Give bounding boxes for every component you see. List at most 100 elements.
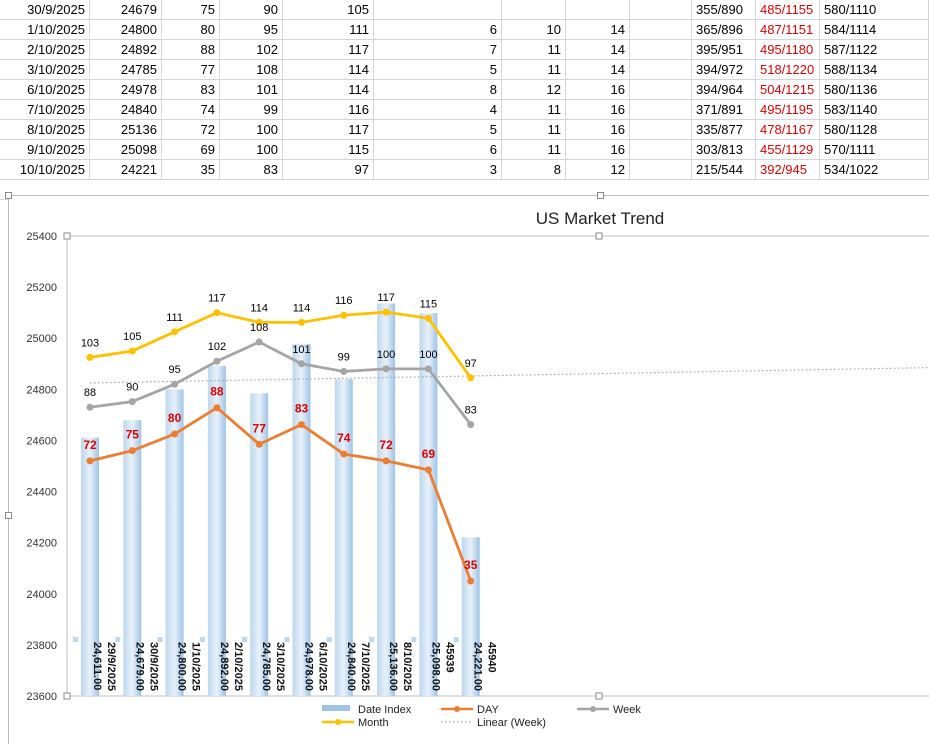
sheet-cell-date[interactable]: 30/9/2025 [0, 0, 90, 20]
sheet-cell-c9[interactable]: 303/813 [692, 140, 756, 160]
sheet-cell-empty[interactable] [630, 100, 692, 120]
sheet-cell-week[interactable]: 83 [220, 160, 283, 180]
sheet-cell-empty[interactable] [630, 140, 692, 160]
sheet-cell-c11[interactable]: 588/1134 [820, 60, 929, 80]
sheet-cell-c6[interactable]: 8 [374, 80, 502, 100]
sheet-cell-month[interactable]: 114 [283, 60, 374, 80]
sheet-cell-c7[interactable]: 8 [502, 160, 566, 180]
resize-handle-top-middle[interactable] [597, 192, 604, 199]
sheet-cell-date[interactable]: 1/10/2025 [0, 20, 90, 40]
sheet-cell-date[interactable]: 3/10/2025 [0, 60, 90, 80]
sheet-cell-month[interactable]: 117 [283, 40, 374, 60]
sheet-cell-c11[interactable]: 580/1128 [820, 120, 929, 140]
sheet-cell-c7[interactable] [502, 0, 566, 20]
sheet-cell-day[interactable]: 69 [162, 140, 220, 160]
sheet-cell-c6[interactable]: 5 [374, 120, 502, 140]
sheet-cell-index[interactable]: 24785 [90, 60, 162, 80]
sheet-cell-date[interactable]: 2/10/2025 [0, 40, 90, 60]
sheet-cell-index[interactable]: 24978 [90, 80, 162, 100]
sheet-cell-c11[interactable]: 583/1140 [820, 100, 929, 120]
sheet-cell-c8[interactable]: 14 [566, 60, 630, 80]
sheet-cell-day[interactable]: 88 [162, 40, 220, 60]
sheet-cell-index[interactable]: 25136 [90, 120, 162, 140]
sheet-cell-c7[interactable]: 11 [502, 140, 566, 160]
sheet-row[interactable]: 2/10/2025 24892 88 102 117 7 11 14 395/951 495/11… [0, 40, 929, 60]
sheet-cell-week[interactable]: 90 [220, 0, 283, 20]
sheet-cell-c8[interactable]: 16 [566, 120, 630, 140]
sheet-cell-c11[interactable]: 570/1111 [820, 140, 929, 160]
sheet-cell-c7[interactable]: 11 [502, 120, 566, 140]
sheet-cell-empty[interactable] [630, 80, 692, 100]
sheet-cell-week[interactable]: 108 [220, 60, 283, 80]
sheet-cell-empty[interactable] [630, 0, 692, 20]
sheet-cell-week[interactable]: 102 [220, 40, 283, 60]
sheet-cell-c6[interactable]: 6 [374, 140, 502, 160]
sheet-cell-index[interactable]: 24679 [90, 0, 162, 20]
sheet-cell-c11[interactable]: 534/1022 [820, 160, 929, 180]
sheet-cell-c9[interactable]: 365/896 [692, 20, 756, 40]
sheet-cell-day[interactable]: 77 [162, 60, 220, 80]
sheet-cell-c10[interactable]: 478/1167 [756, 120, 820, 140]
sheet-cell-c6[interactable]: 5 [374, 60, 502, 80]
sheet-cell-c10[interactable]: 455/1129 [756, 140, 820, 160]
sheet-cell-day[interactable]: 75 [162, 0, 220, 20]
sheet-cell-c7[interactable]: 11 [502, 40, 566, 60]
sheet-cell-c8[interactable]: 14 [566, 20, 630, 40]
sheet-cell-c11[interactable]: 580/1110 [820, 0, 929, 20]
sheet-cell-c8[interactable]: 16 [566, 140, 630, 160]
sheet-row[interactable]: 3/10/2025 24785 77 108 114 5 11 14 394/972 518/12… [0, 60, 929, 80]
sheet-row[interactable]: 7/10/2025 24840 74 99 116 4 11 16 371/891 495/119… [0, 100, 929, 120]
sheet-cell-c10[interactable]: 392/945 [756, 160, 820, 180]
sheet-cell-c10[interactable]: 495/1195 [756, 100, 820, 120]
sheet-cell-c10[interactable]: 504/1215 [756, 80, 820, 100]
sheet-cell-date[interactable]: 8/10/2025 [0, 120, 90, 140]
sheet-cell-index[interactable]: 24221 [90, 160, 162, 180]
chart-object[interactable]: 23600 23800 24000 24200 24400 24600 24800 25000… [5, 192, 929, 744]
sheet-row[interactable]: 10/10/2025 24221 35 83 97 3 8 12 215/544 392/945 5… [0, 160, 929, 180]
sheet-cell-c8[interactable]: 12 [566, 160, 630, 180]
sheet-cell-c8[interactable]: 14 [566, 40, 630, 60]
sheet-cell-week[interactable]: 101 [220, 80, 283, 100]
sheet-cell-date[interactable]: 6/10/2025 [0, 80, 90, 100]
sheet-cell-c10[interactable]: 487/1151 [756, 20, 820, 40]
sheet-cell-month[interactable]: 117 [283, 120, 374, 140]
sheet-cell-c9[interactable]: 215/544 [692, 160, 756, 180]
resize-handle-left-middle[interactable] [5, 512, 12, 519]
sheet-cell-c10[interactable]: 485/1155 [756, 0, 820, 20]
chart-legend[interactable]: Date Index DAY Week Month Linear (Week) [322, 704, 641, 729]
sheet-cell-c7[interactable]: 11 [502, 60, 566, 80]
sheet-cell-index[interactable]: 24800 [90, 20, 162, 40]
sheet-cell-c10[interactable]: 518/1220 [756, 60, 820, 80]
sheet-cell-date[interactable]: 10/10/2025 [0, 160, 90, 180]
sheet-cell-c8[interactable]: 16 [566, 80, 630, 100]
sheet-cell-c9[interactable]: 394/972 [692, 60, 756, 80]
sheet-row[interactable]: 8/10/2025 25136 72 100 117 5 11 16 335/877 478/11… [0, 120, 929, 140]
sheet-cell-day[interactable]: 74 [162, 100, 220, 120]
sheet-cell-c6[interactable]: 3 [374, 160, 502, 180]
sheet-cell-month[interactable]: 114 [283, 80, 374, 100]
sheet-cell-date[interactable]: 7/10/2025 [0, 100, 90, 120]
sheet-cell-c8[interactable] [566, 0, 630, 20]
sheet-row[interactable]: 1/10/2025 24800 80 95 111 6 10 14 365/896 487/115… [0, 20, 929, 40]
sheet-cell-date[interactable]: 9/10/2025 [0, 140, 90, 160]
sheet-cell-c10[interactable]: 495/1180 [756, 40, 820, 60]
sheet-row[interactable]: 30/9/2025 24679 75 90 105 355/890 485/1155 580/… [0, 0, 929, 20]
sheet-cell-index[interactable]: 25098 [90, 140, 162, 160]
sheet-cell-empty[interactable] [630, 60, 692, 80]
sheet-cell-index[interactable]: 24840 [90, 100, 162, 120]
sheet-cell-c9[interactable]: 395/951 [692, 40, 756, 60]
sheet-cell-c6[interactable]: 7 [374, 40, 502, 60]
sheet-cell-c11[interactable]: 587/1122 [820, 40, 929, 60]
sheet-cell-c9[interactable]: 371/891 [692, 100, 756, 120]
sheet-cell-month[interactable]: 115 [283, 140, 374, 160]
sheet-cell-c7[interactable]: 12 [502, 80, 566, 100]
sheet-cell-c9[interactable]: 335/877 [692, 120, 756, 140]
sheet-cell-month[interactable]: 111 [283, 20, 374, 40]
sheet-cell-empty[interactable] [630, 40, 692, 60]
sheet-cell-c6[interactable]: 6 [374, 20, 502, 40]
sheet-cell-week[interactable]: 100 [220, 120, 283, 140]
sheet-cell-c7[interactable]: 10 [502, 20, 566, 40]
sheet-cell-empty[interactable] [630, 20, 692, 40]
sheet-cell-empty[interactable] [630, 160, 692, 180]
